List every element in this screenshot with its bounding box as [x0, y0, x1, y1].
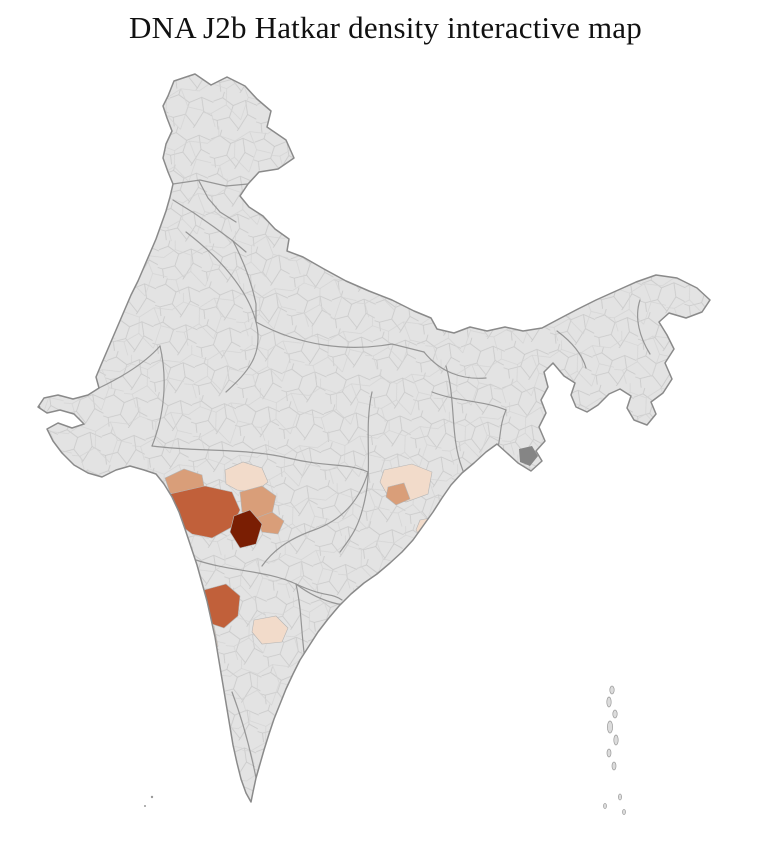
urban-area-patch[interactable] — [519, 446, 538, 466]
district-highlight-low[interactable] — [251, 615, 289, 645]
district-highlight-medium[interactable] — [183, 594, 207, 621]
district-boundaries-layer-2 — [38, 74, 710, 802]
district-highlight-medium-low[interactable] — [255, 511, 285, 535]
page-title: DNA J2b Hatkar density interactive map — [129, 10, 642, 45]
district-highlight-low[interactable] — [188, 621, 219, 659]
india-outline — [37, 73, 711, 803]
urban-area-patch-west[interactable] — [31, 406, 42, 416]
lakshadweep-islands — [144, 795, 154, 807]
district-highlight-high[interactable] — [229, 509, 263, 549]
district-highlight-medium-low[interactable] — [385, 482, 411, 506]
india-landmass[interactable] — [0, 60, 771, 841]
district-highlight-low[interactable] — [415, 515, 449, 547]
andaman-nicobar-islands — [603, 685, 626, 815]
